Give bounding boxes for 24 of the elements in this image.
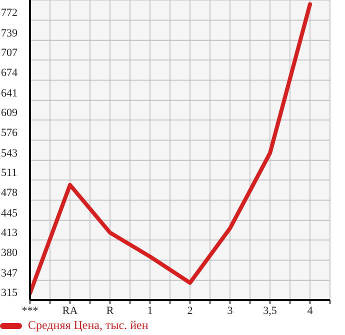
y-tick-label: 511 [1,167,18,179]
y-tick-label: 707 [1,47,18,59]
y-tick-label: 641 [1,87,18,100]
x-tick-label: 3,5 [263,304,278,317]
y-tick-label: 413 [1,227,18,239]
x-tick-label: 2 [187,304,193,317]
x-tick-label: 4 [307,304,314,317]
x-tick-label: R [106,304,114,317]
y-tick-label: 609 [1,107,18,119]
y-tick-label: 674 [1,67,18,80]
y-tick-label: 772 [1,7,18,20]
y-tick-label: 576 [1,127,18,140]
x-tick-label: 3 [227,304,234,317]
y-tick-label: 315 [1,287,18,299]
x-tick-label: RA [62,304,78,317]
y-tick-label: 445 [1,207,18,220]
y-tick-label: 380 [1,247,18,260]
x-tick-label: 1 [147,304,153,317]
y-tick-label: 478 [1,187,18,200]
y-tick-label: 347 [1,267,18,280]
y-tick-label: 543 [1,147,18,160]
x-tick-label: *** [22,304,38,317]
y-tick-label: 739 [1,27,18,40]
legend-label: Средняя Цена, тыс. йен [28,318,148,333]
